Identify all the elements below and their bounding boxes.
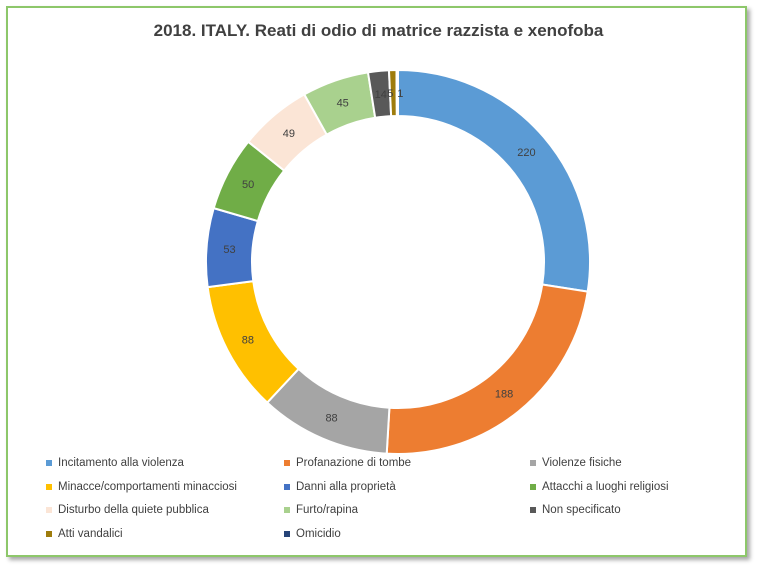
legend-label: Violenze fisiche [542, 457, 622, 469]
legend-label: Attacchi a luoghi religiosi [542, 480, 669, 493]
donut-slice [395, 68, 399, 118]
data-label: 45 [337, 97, 349, 109]
legend-label: Non specificato [542, 504, 621, 516]
data-label: 1 [397, 88, 403, 100]
legend-entry: Minacce/comportamenti minacciosi [46, 481, 237, 493]
legend-label: Omicidio [296, 527, 341, 540]
legend-swatch [284, 460, 290, 466]
legend-swatch [284, 483, 290, 490]
legend-label: Profanazione di tombe [296, 457, 412, 469]
data-label: 49 [283, 128, 295, 140]
legend-swatch [530, 483, 536, 490]
legend-label: Disturbo della quiete pubblica [58, 504, 209, 516]
legend-label: Atti vandalici [58, 527, 123, 540]
legend-swatch [284, 507, 290, 513]
legend-entry: Profanazione di tombe [284, 457, 411, 469]
legend-entry: Omicidio [284, 528, 341, 540]
data-label: 220 [517, 147, 535, 159]
legend-entry: Incitamento alla violenza [46, 457, 184, 469]
legend-swatch [46, 483, 52, 490]
legend-label: Danni alla proprietà [296, 480, 396, 493]
legend-entry: Danni alla proprietà [284, 481, 396, 493]
chart-title: 2018. ITALY. Reati di odio di matrice ra… [153, 21, 604, 40]
donut-slice [397, 68, 591, 293]
legend-swatch [530, 460, 536, 466]
donut-slice [385, 283, 589, 455]
legend-swatch [530, 507, 536, 513]
legend-entry: Atti vandalici [46, 528, 123, 540]
data-label: 188 [495, 389, 513, 401]
legend-swatch [284, 530, 290, 537]
data-label: 14 [375, 89, 387, 101]
legend-label: Minacce/comportamenti minacciosi [58, 480, 237, 493]
legend-swatch [46, 530, 52, 537]
legend-entry: Non specificato [530, 504, 621, 516]
legend-swatch [46, 460, 52, 466]
data-label: 53 [223, 244, 235, 256]
legend-swatch [46, 507, 52, 513]
legend-entry: Attacchi a luoghi religiosi [530, 481, 669, 493]
legend-entry: Violenze fisiche [530, 457, 622, 469]
legend-label: Incitamento alla violenza [58, 457, 184, 469]
legend-entry: Furto/rapina [284, 504, 358, 516]
data-label: 50 [242, 179, 254, 191]
legend-entry: Disturbo della quiete pubblica [46, 504, 209, 516]
data-label: 88 [325, 412, 337, 424]
data-label: 88 [242, 335, 254, 347]
data-label: 5 [387, 88, 393, 100]
legend-label: Furto/rapina [296, 504, 359, 516]
